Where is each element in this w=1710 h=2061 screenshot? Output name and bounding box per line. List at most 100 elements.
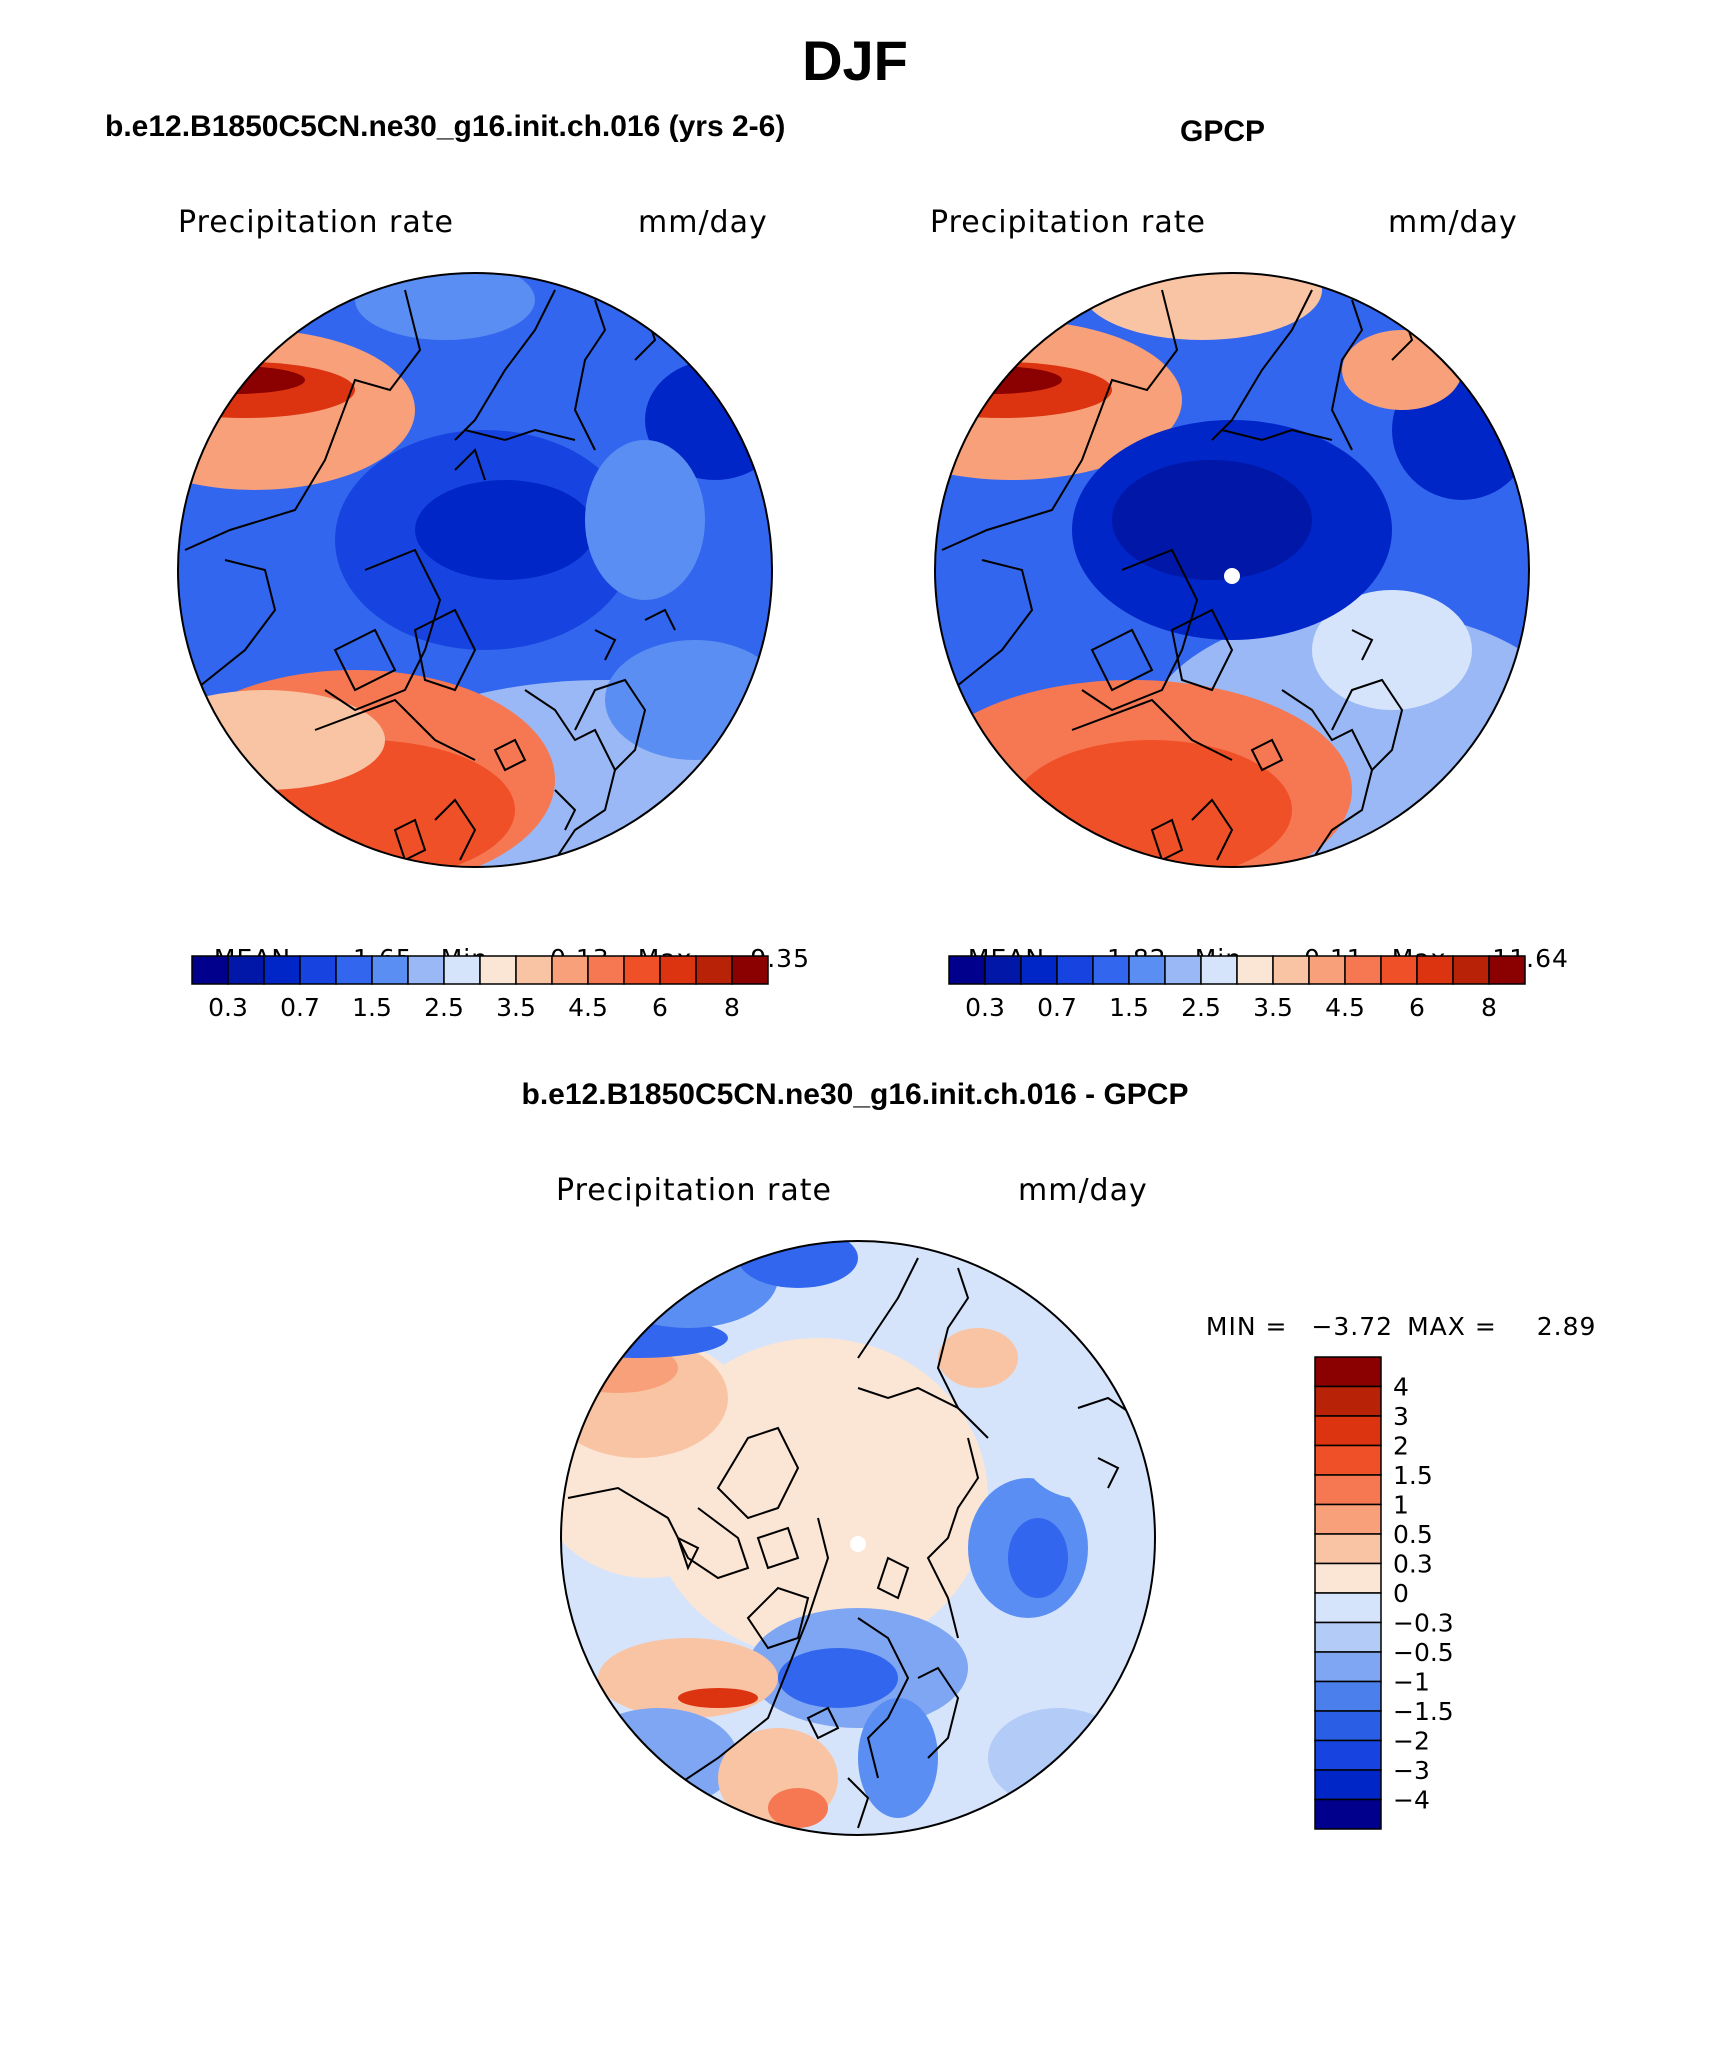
- diff-colorbar-label: 0.5: [1393, 1520, 1433, 1549]
- diff-pole-marker: [850, 1536, 866, 1552]
- panel-2-colorbar-swatch: [1272, 955, 1310, 985]
- pole-marker: [1224, 568, 1240, 584]
- panel-2-colorbar-swatch: [1056, 955, 1094, 985]
- diff-colorbar-swatch: [1314, 1798, 1382, 1830]
- diff-colorbar-label: 4: [1393, 1373, 1409, 1402]
- panel-2-colorbar-swatch: [1236, 955, 1274, 985]
- diff-colorbar-swatch: [1314, 1562, 1382, 1594]
- panel-2-variable: Precipitation rate: [930, 205, 1206, 240]
- diff-colorbar-label: −3: [1393, 1756, 1430, 1785]
- panel-1-colorbar-swatch: [299, 955, 337, 985]
- panel-1-colorbar-swatch: [551, 955, 589, 985]
- panel-1-colorbar-swatch: [443, 955, 481, 985]
- panel-2-colorbar-swatch: [1308, 955, 1346, 985]
- panel-1-case-title: b.e12.B1850C5CN.ne30_g16.init.ch.016 (yr…: [105, 110, 786, 143]
- panel-1-units: mm/day: [638, 205, 768, 240]
- diff-colorbar-swatch: [1314, 1356, 1382, 1388]
- panel-2-colorbar-swatch: [1020, 955, 1058, 985]
- diff-colorbar-label: 1.5: [1393, 1461, 1433, 1490]
- diff-colorbar-swatch: [1314, 1503, 1382, 1535]
- panel-2-map: [934, 272, 1530, 868]
- diff-minmax: MIN = −3.72 MAX = 2.89: [1188, 1283, 1596, 1341]
- diff-colorbar-label: 0: [1393, 1579, 1409, 1608]
- diff-colorbar-label: 3: [1393, 1402, 1409, 1431]
- diff-colorbar-swatch: [1314, 1444, 1382, 1476]
- diff-colorbar-label: 2: [1393, 1432, 1409, 1461]
- panel-1-colorbar-swatch: [335, 955, 373, 985]
- panel-2-colorbar-tick-label: 0.3: [965, 993, 1005, 1022]
- panel-2-colorbar-swatch: [1092, 955, 1130, 985]
- diff-colorbar-swatch: [1314, 1769, 1382, 1801]
- diff-colorbar-label: −1: [1393, 1668, 1430, 1697]
- panel-2-colorbar-tick-label: 3.5: [1253, 993, 1293, 1022]
- panel-1-colorbar-tick-label: 2.5: [424, 993, 464, 1022]
- panel-2-colorbar-swatch: [1380, 955, 1418, 985]
- diff-colorbar-swatch: [1314, 1533, 1382, 1565]
- panel-1-colorbar-swatch: [587, 955, 625, 985]
- panel-2-colorbar-tick-label: 6: [1409, 993, 1425, 1022]
- panel-1-colorbar-swatch: [695, 955, 733, 985]
- panel-2-colorbar-tick-label: 2.5: [1181, 993, 1221, 1022]
- panel-1-colorbar: 0.3 0.7 1.5 2.5 3.5 4.5 6 8: [191, 955, 769, 1022]
- diff-colorbar-swatch: [1314, 1474, 1382, 1506]
- panel-1-colorbar-swatch: [623, 955, 661, 985]
- diff-colorbar-swatch: [1314, 1710, 1382, 1742]
- panel-2-colorbar-swatch: [948, 955, 986, 985]
- diff-colorbar-swatch: [1314, 1621, 1382, 1653]
- panel-1-colorbar-tick-label: 1.5: [352, 993, 392, 1022]
- panel-2-colorbar-tick-label: 0.7: [1037, 993, 1077, 1022]
- diff-colorbar-swatch: [1314, 1415, 1382, 1447]
- diff-max-label: MAX =: [1407, 1312, 1497, 1341]
- diff-colorbar-label: −4: [1393, 1786, 1430, 1815]
- diff-colorbar-label: 0.3: [1393, 1550, 1433, 1579]
- diff-map: [560, 1240, 1156, 1836]
- diff-min-label: MIN =: [1205, 1312, 1288, 1341]
- panel-2-colorbar-tick-label: 4.5: [1325, 993, 1365, 1022]
- diff-colorbar-swatch: [1314, 1385, 1382, 1417]
- panel-2-colorbar-swatch: [1452, 955, 1490, 985]
- page-title: DJF: [802, 29, 908, 92]
- panel-2-colorbar-swatch: [1128, 955, 1166, 985]
- panel-1-colorbar-swatch: [371, 955, 409, 985]
- diff-colorbar-label: 1: [1393, 1491, 1409, 1520]
- panel-1-colorbar-swatch: [227, 955, 265, 985]
- diff-colorbar-swatch: [1314, 1651, 1382, 1683]
- diff-colorbar-swatch: [1314, 1680, 1382, 1712]
- panel-2-colorbar-swatch: [1200, 955, 1238, 985]
- panel-2-colorbar: 0.3 0.7 1.5 2.5 3.5 4.5 6 8: [948, 955, 1526, 1022]
- diff-variable: Precipitation rate: [556, 1173, 832, 1208]
- panel-1-colorbar-swatch: [263, 955, 301, 985]
- diff-colorbar-swatch: [1314, 1739, 1382, 1771]
- panel-1-colorbar-swatch: [191, 955, 229, 985]
- panel-2-colorbar-swatch: [1416, 955, 1454, 985]
- diff-units: mm/day: [1018, 1173, 1148, 1208]
- panel-2-units: mm/day: [1388, 205, 1518, 240]
- panel-2-colorbar-tick-label: 8: [1481, 993, 1497, 1022]
- panel-1-variable: Precipitation rate: [178, 205, 454, 240]
- diff-colorbar-label: −0.5: [1393, 1638, 1454, 1667]
- panel-1-colorbar-tick-label: 0.7: [280, 993, 320, 1022]
- diff-title: b.e12.B1850C5CN.ne30_g16.init.ch.016 - G…: [521, 1078, 1189, 1111]
- panel-1-colorbar-swatch: [659, 955, 697, 985]
- panel-2-colorbar-swatch: [984, 955, 1022, 985]
- panel-1-colorbar-swatch: [407, 955, 445, 985]
- panel-2-colorbar-swatch: [1164, 955, 1202, 985]
- diff-colorbar-label: −1.5: [1393, 1697, 1454, 1726]
- diff-colorbar-label: −2: [1393, 1727, 1430, 1756]
- diff-colorbar-label: −0.3: [1393, 1609, 1454, 1638]
- panel-1-colorbar-swatch: [731, 955, 769, 985]
- panel-1-colorbar-tick-label: 3.5: [496, 993, 536, 1022]
- panel-2-colorbar-swatch: [1488, 955, 1526, 985]
- panel-1-colorbar-tick-label: 8: [724, 993, 740, 1022]
- panel-1-colorbar-tick-label: 6: [652, 993, 668, 1022]
- panel-2-colorbar-tick-label: 1.5: [1109, 993, 1149, 1022]
- panel-1-colorbar-tick-label: 0.3: [208, 993, 248, 1022]
- diff-min: −3.72: [1311, 1312, 1394, 1341]
- panel-2-case-title: GPCP: [1180, 115, 1266, 148]
- panel-1-map: [177, 272, 773, 868]
- diff-colorbar-swatch: [1314, 1592, 1382, 1624]
- panel-1-colorbar-swatch: [515, 955, 553, 985]
- diff-max: 2.89: [1536, 1312, 1597, 1341]
- panel-1-colorbar-swatch: [479, 955, 517, 985]
